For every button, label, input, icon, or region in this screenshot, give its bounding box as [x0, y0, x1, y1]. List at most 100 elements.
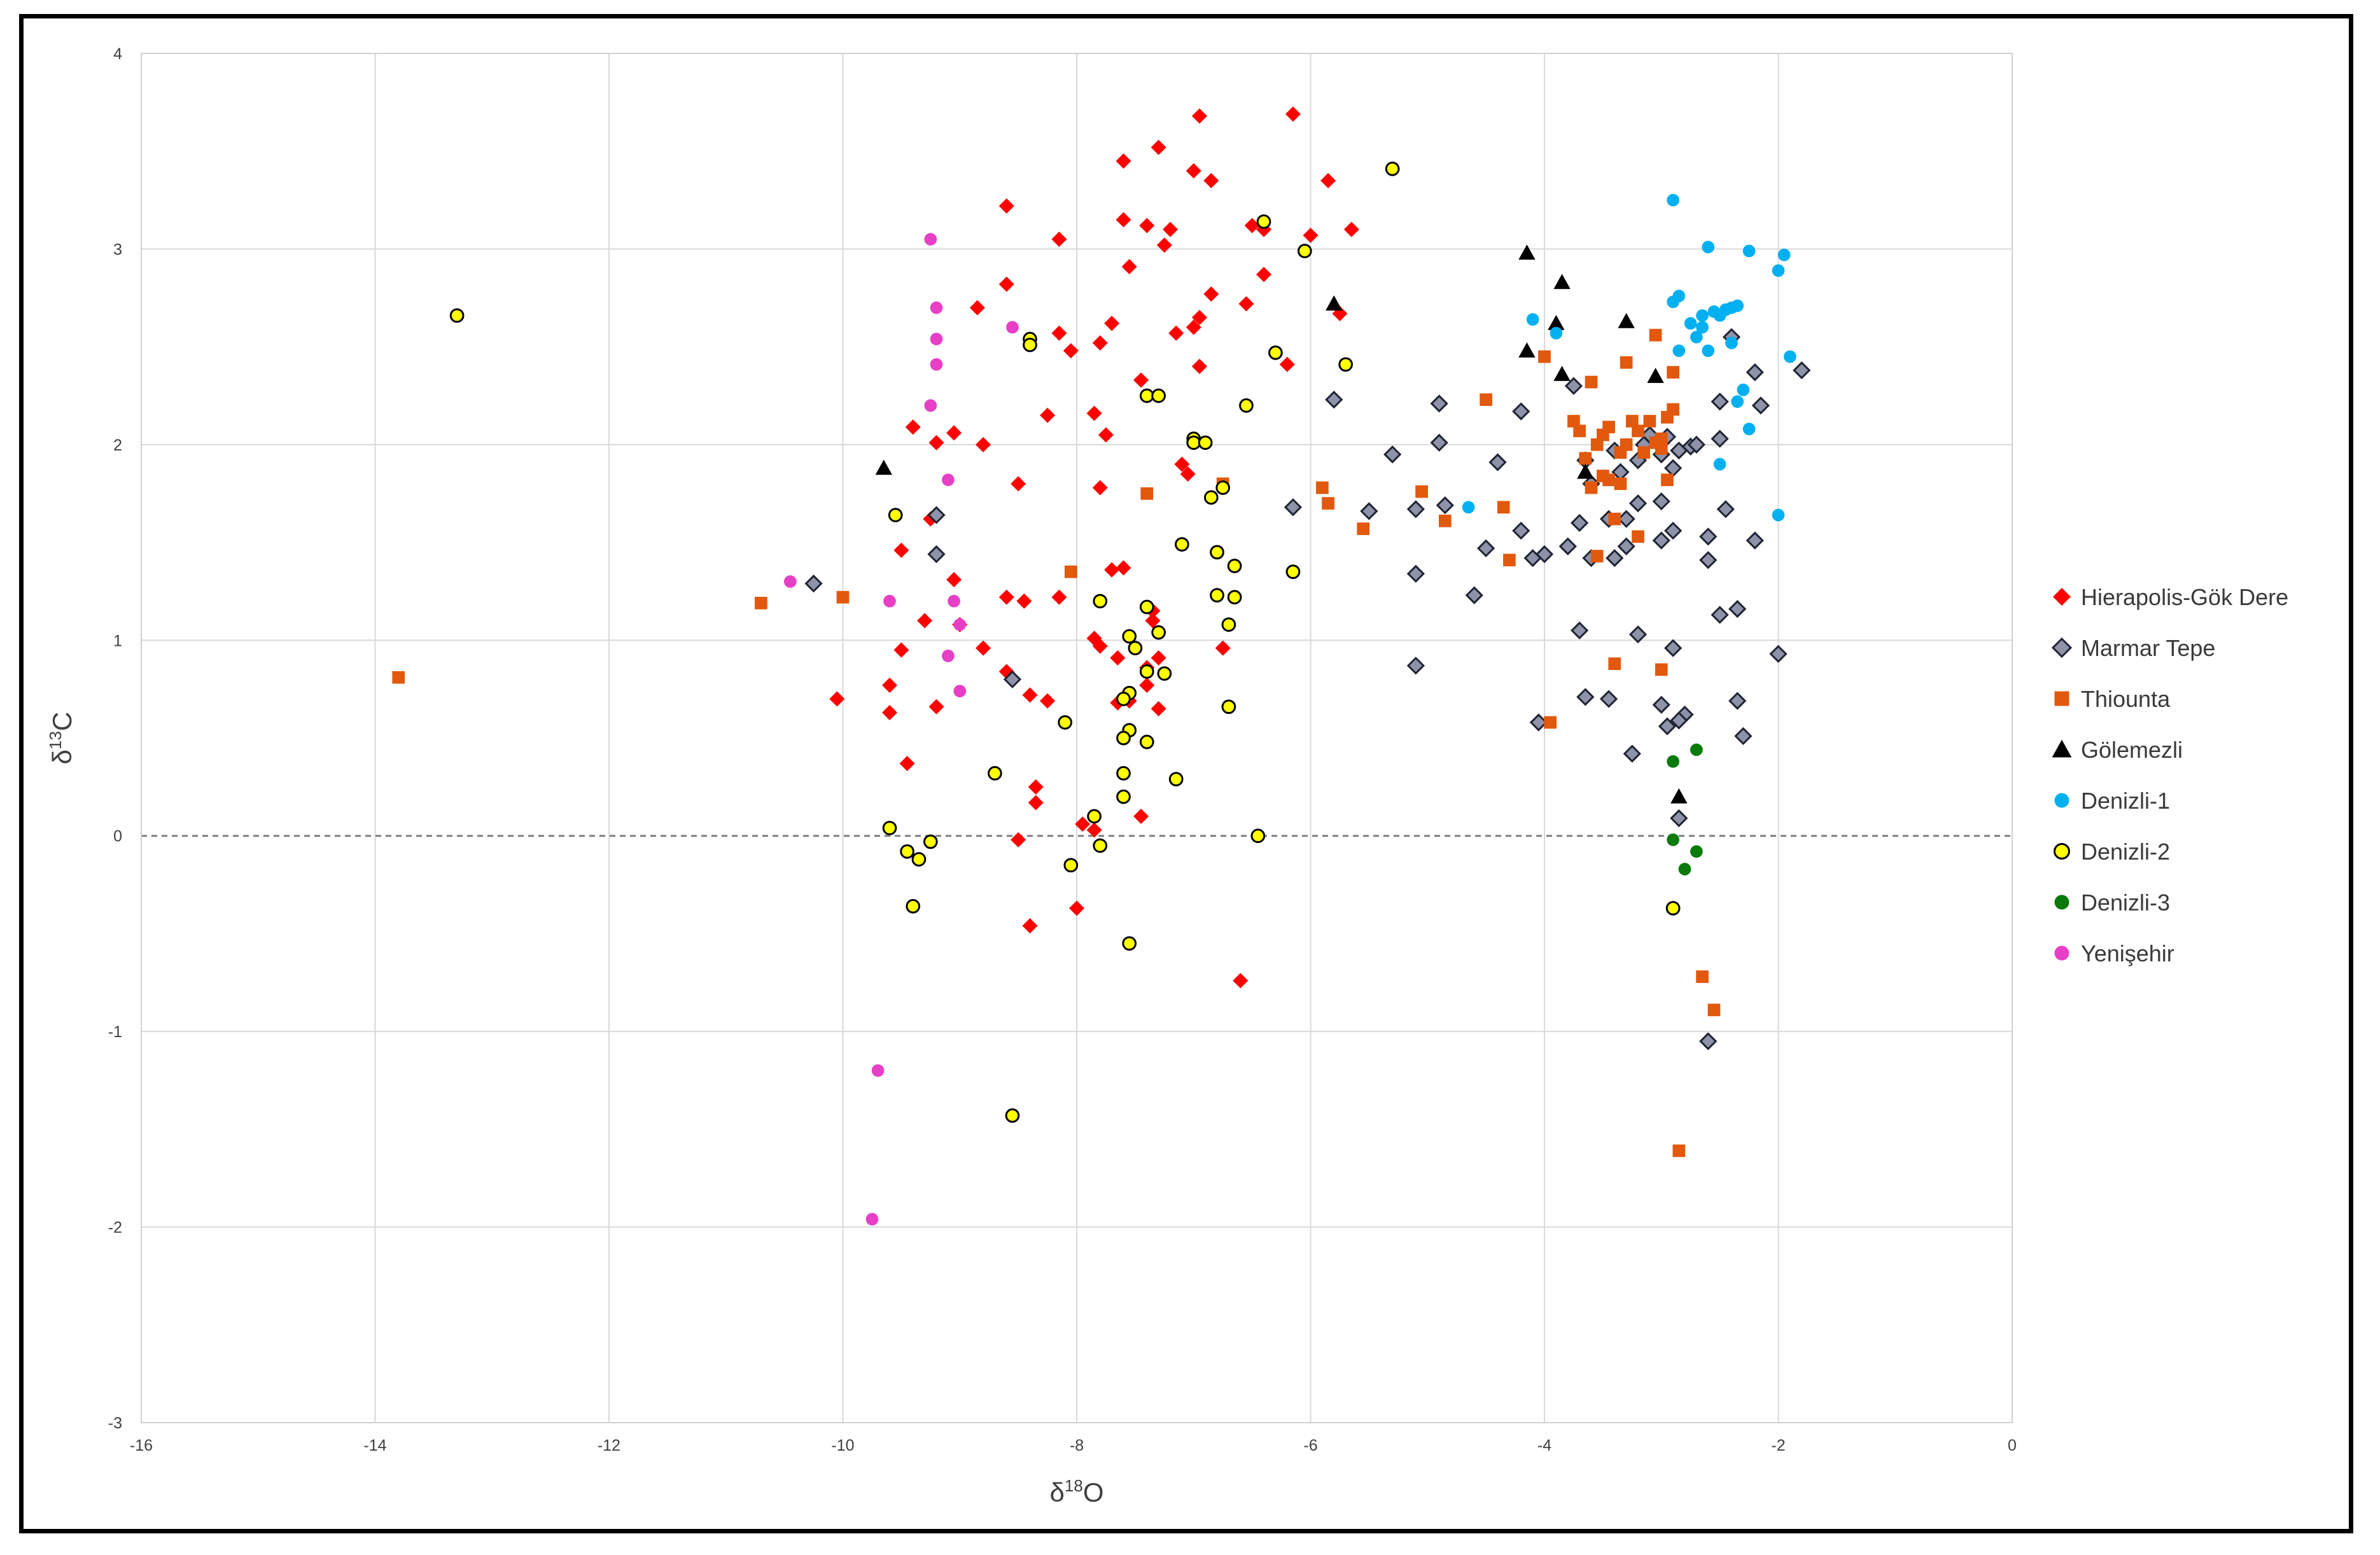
data-point [1599, 690, 1618, 708]
data-point [906, 899, 921, 914]
data-point [1602, 473, 1615, 487]
data-point [1186, 163, 1201, 179]
data-point [1512, 522, 1530, 540]
data-point [1614, 477, 1627, 491]
data-point [1343, 221, 1359, 237]
data-point [1191, 108, 1207, 124]
data-point [1529, 713, 1548, 732]
data-point [1664, 459, 1683, 477]
data-point [1576, 688, 1595, 706]
y-tick-label: 3 [113, 241, 122, 258]
data-point [875, 459, 893, 475]
data-point [1696, 309, 1709, 322]
data-point [1655, 432, 1668, 445]
data-point [1696, 321, 1709, 334]
data-point [1011, 476, 1026, 492]
data-point [1436, 496, 1454, 515]
data-point [1611, 463, 1630, 482]
data-point [928, 699, 944, 715]
plot-area-border [141, 53, 2013, 1423]
data-point [1608, 657, 1621, 671]
data-point [1006, 321, 1019, 334]
data-point [1326, 295, 1343, 311]
series-5 [449, 162, 1681, 1123]
data-point [1661, 473, 1674, 487]
data-point [1751, 396, 1770, 415]
legend-label: Gölemezli [2081, 737, 2183, 763]
data-point [1618, 312, 1635, 328]
data-point [1746, 531, 1764, 550]
data-point [1690, 845, 1703, 858]
data-point [930, 333, 943, 345]
data-point [1256, 267, 1271, 282]
data-point [1728, 692, 1747, 710]
data-point [1711, 393, 1729, 411]
data-point [1647, 368, 1664, 383]
data-point [900, 844, 914, 859]
data-point [1415, 485, 1428, 498]
data-point [1664, 639, 1683, 657]
data-point [392, 671, 405, 684]
data-point [882, 677, 897, 693]
data-point [1632, 530, 1644, 543]
data-point [1667, 193, 1679, 207]
data-point [1670, 788, 1688, 804]
legend-label: Thiounta [2081, 686, 2171, 712]
legend-marker [2052, 739, 2072, 758]
legend-marker [2054, 843, 2070, 860]
data-point [923, 834, 938, 849]
data-point [1320, 172, 1336, 188]
data-point [1168, 325, 1184, 341]
data-point [1116, 765, 1131, 781]
legend-label: Denizli-2 [2081, 839, 2170, 865]
data-point [1585, 375, 1598, 389]
data-point [1655, 442, 1668, 455]
data-point [1667, 833, 1679, 846]
data-point [1742, 244, 1756, 258]
data-point [1462, 501, 1475, 514]
data-point [1175, 537, 1189, 552]
data-point [1239, 398, 1254, 413]
data-point [1157, 666, 1172, 681]
data-point [1303, 227, 1319, 243]
legend-marker [2054, 691, 2069, 706]
data-point [1116, 789, 1131, 804]
data-point [1652, 531, 1670, 550]
data-point [1628, 625, 1648, 644]
data-point [1518, 244, 1536, 260]
x-tick-label: -14 [363, 1437, 386, 1454]
data-point [449, 308, 465, 323]
data-point [1151, 139, 1166, 155]
data-point [1406, 500, 1425, 519]
data-point [1093, 838, 1108, 853]
data-point [1737, 383, 1750, 396]
data-point [1548, 315, 1565, 330]
grid-lines [141, 53, 2013, 1423]
data-point [1139, 599, 1154, 615]
data-point [1577, 463, 1594, 479]
data-point [1383, 445, 1402, 464]
data-point [1210, 545, 1224, 560]
data-point [1690, 743, 1703, 757]
data-point [1285, 106, 1301, 122]
data-point [1628, 494, 1648, 513]
data-point [1777, 248, 1791, 261]
data-point [1139, 734, 1154, 750]
x-tick-label: -12 [598, 1437, 620, 1454]
data-point [1051, 232, 1067, 248]
data-point [899, 755, 915, 771]
data-point [1325, 391, 1343, 409]
data-point [1731, 395, 1744, 408]
data-point [888, 508, 903, 522]
data-point [930, 358, 943, 371]
data-point [1215, 480, 1231, 495]
data-point [1772, 508, 1785, 522]
data-point [946, 571, 962, 587]
data-point [1649, 328, 1662, 342]
y-tick-label: -1 [108, 1023, 122, 1041]
data-point [829, 691, 845, 707]
data-point [1742, 422, 1756, 436]
data-point [1156, 237, 1172, 253]
data-point [1590, 550, 1604, 562]
data-point [1617, 510, 1635, 528]
